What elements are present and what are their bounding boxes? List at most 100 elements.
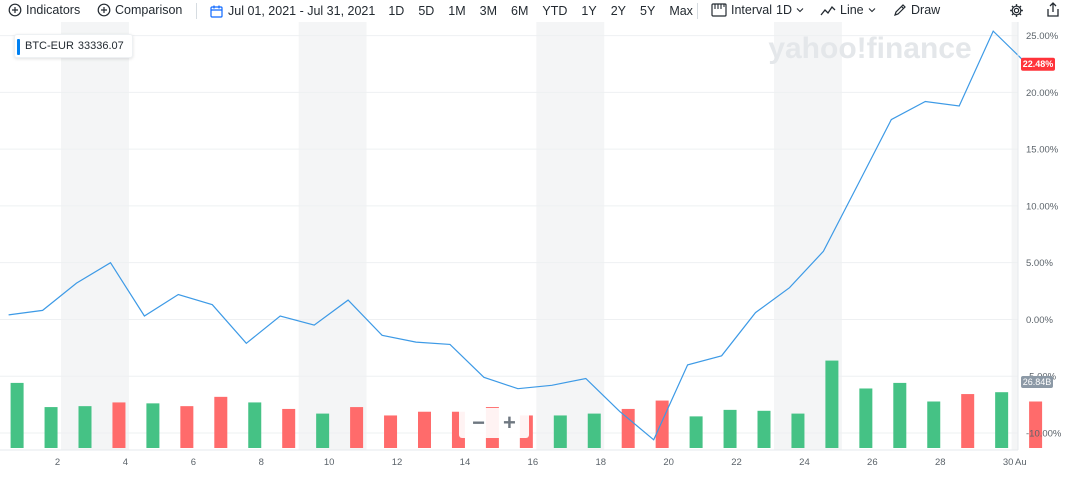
range-1y[interactable]: 1Y xyxy=(581,4,597,18)
volume-bar xyxy=(350,407,364,448)
zoom-in-button[interactable]: + xyxy=(503,410,516,435)
series-legend[interactable]: BTC-EUR 33336.07 xyxy=(14,34,133,58)
volume-bar xyxy=(621,408,635,448)
volume-bar xyxy=(655,400,669,448)
range-2y[interactable]: 2Y xyxy=(610,4,627,18)
date-range-button[interactable]: Jul 01, 2021 - Jul 31, 2021 xyxy=(210,4,381,18)
volume-bar xyxy=(146,403,160,448)
toolbar-divider xyxy=(196,3,197,19)
x-tick-label: 10 xyxy=(324,457,335,468)
volume-bar xyxy=(78,406,92,448)
volume-value-tag xyxy=(1021,376,1053,388)
interval-value: 1D xyxy=(776,3,792,17)
y-tick-label: 15.00% xyxy=(1026,145,1059,156)
x-tick-labels: 2 4 6 8 10 12 14 16 18 20 22 24 26 28 30 Au xyxy=(55,457,1027,468)
y-tick-label: 10.00% xyxy=(1026,201,1059,212)
range-6m[interactable]: 6M xyxy=(511,4,529,18)
volume-bar xyxy=(112,402,126,448)
price-series-line xyxy=(8,30,1028,441)
range-3m[interactable]: 3M xyxy=(479,4,498,18)
watermark: yahoo!finance xyxy=(768,32,971,65)
x-tick-label: 22 xyxy=(731,457,742,468)
x-tick-label: 20 xyxy=(663,457,674,468)
volume-bar xyxy=(553,415,567,448)
volume-bar xyxy=(282,408,296,448)
draw-button[interactable]: Draw xyxy=(893,3,940,17)
volume-bar xyxy=(859,388,873,448)
x-tick-label: 30 xyxy=(1003,457,1014,468)
plus-circle-icon xyxy=(97,3,111,17)
volume-bar xyxy=(757,410,771,448)
range-5d[interactable]: 5D xyxy=(418,4,435,18)
last-value-label: 22.48% xyxy=(1023,59,1054,69)
weekend-band xyxy=(298,22,367,450)
chart-type-label: Line xyxy=(840,3,864,17)
range-5y[interactable]: 5Y xyxy=(640,4,656,18)
zoom-controls: − + xyxy=(459,408,529,438)
chart-type-button[interactable]: Line xyxy=(820,3,876,17)
legend-value: 33336.07 xyxy=(77,40,124,52)
volume-bar xyxy=(180,406,194,448)
series-color-swatch xyxy=(17,39,20,55)
indicators-button[interactable]: Indicators xyxy=(8,3,80,17)
x-tick-label: 14 xyxy=(460,457,471,468)
value-tags: 26.84B 22.48% xyxy=(1021,57,1055,388)
toolbar-divider xyxy=(697,3,698,19)
chevron-down-icon xyxy=(868,8,876,13)
weekend-bands xyxy=(61,22,1018,450)
gridlines xyxy=(0,35,1018,434)
volume-bar xyxy=(723,409,737,448)
x-tick-label: 12 xyxy=(392,457,403,468)
weekend-band xyxy=(61,22,129,450)
volume-bar xyxy=(248,402,262,448)
volume-bar xyxy=(961,394,975,448)
x-tick-label: 4 xyxy=(123,457,128,468)
weekend-band xyxy=(1011,22,1018,450)
comparison-label: Comparison xyxy=(115,3,183,17)
x-tick-label: 2 xyxy=(55,457,60,468)
share-icon xyxy=(1047,2,1059,17)
share-button[interactable] xyxy=(1046,2,1060,18)
settings-button[interactable] xyxy=(1009,3,1024,18)
volume-bar xyxy=(893,382,907,448)
x-tick-label: 18 xyxy=(595,457,606,468)
interval-icon xyxy=(711,3,727,17)
volume-bar xyxy=(791,413,805,448)
volume-bar xyxy=(418,411,431,448)
range-max[interactable]: Max xyxy=(669,4,693,18)
date-range-label: Jul 01, 2021 - Jul 31, 2021 xyxy=(228,4,376,18)
indicators-label: Indicators xyxy=(26,3,81,17)
volume-bar xyxy=(689,416,703,448)
legend-symbol: BTC-EUR xyxy=(25,40,74,52)
volume-bar xyxy=(384,415,398,448)
volume-bars xyxy=(10,360,1043,448)
pencil-icon xyxy=(894,4,906,16)
y-tick-label: 25.00% xyxy=(1026,31,1059,42)
volume-bar xyxy=(927,401,941,448)
volume-value-label: 26.84B xyxy=(1023,377,1052,387)
volume-bar xyxy=(44,407,58,448)
volume-bar xyxy=(214,396,228,448)
interval-button[interactable]: Interval 1D xyxy=(711,3,804,17)
draw-label: Draw xyxy=(911,3,941,17)
chart-toolbar: Indicators Comparison Jul 01, 2021 - Jul… xyxy=(0,0,1086,22)
y-tick-label: 0.00% xyxy=(1026,315,1053,326)
zoom-out-button[interactable]: − xyxy=(472,410,485,435)
calendar-icon xyxy=(210,5,223,18)
range-ytd[interactable]: YTD xyxy=(542,4,568,18)
range-1m[interactable]: 1M xyxy=(448,4,466,18)
line-chart-icon xyxy=(820,5,836,16)
weekend-band xyxy=(536,22,605,450)
comparison-button[interactable]: Comparison xyxy=(97,3,182,17)
chevron-down-icon xyxy=(796,8,804,13)
last-value-tag xyxy=(1021,57,1055,71)
volume-bar xyxy=(10,382,24,448)
x-tick-label: 26 xyxy=(867,457,878,468)
x-tick-label: 8 xyxy=(259,457,264,468)
plus-circle-icon xyxy=(8,3,22,17)
range-1d[interactable]: 1D xyxy=(388,4,405,18)
x-tick-label: 6 xyxy=(191,457,196,468)
gear-icon xyxy=(1010,4,1023,17)
volume-bar xyxy=(995,392,1009,448)
price-chart[interactable]: yahoo!finance 25.00%20.00%15.00%10.00%5.… xyxy=(0,22,1086,478)
